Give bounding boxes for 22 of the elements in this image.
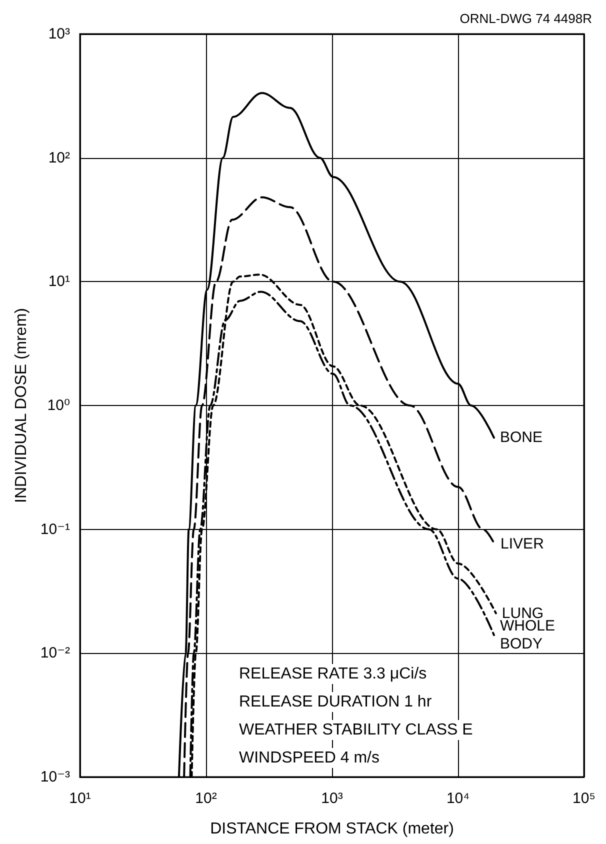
annotation: RELEASE RATE 3.3 μCi/s [239, 666, 427, 682]
y-tick-label: 10² [48, 149, 70, 166]
y-tick-label: 10⁻³ [40, 768, 70, 786]
text: ORNL-DWG 74 4498R [460, 11, 592, 26]
y-tick-label: 10¹ [48, 273, 70, 290]
x-tick-label: 10⁴ [446, 790, 470, 807]
y-tick-label: 10³ [48, 26, 70, 42]
x-axis-title: DISTANCE FROM STACK (meter) [210, 820, 454, 838]
y-tick-label: 10⁻² [40, 644, 70, 662]
series-label: LIVER [500, 536, 544, 553]
annotation: RELEASE DURATION 1 hr [239, 694, 432, 710]
y-tick-label: 10⁻¹ [40, 520, 70, 538]
x-tick-label: 10³ [321, 790, 343, 807]
series-label: BONE [500, 429, 542, 446]
annotation: WINDSPEED 4 m/s [239, 750, 380, 766]
x-tick-label: 10⁵ [572, 790, 596, 807]
x-tick-label: 10² [195, 790, 217, 807]
series-label: WHOLE BODY [500, 618, 560, 653]
x-tick-label: 10¹ [69, 790, 91, 807]
annotation: WEATHER STABILITY CLASS E [239, 722, 473, 738]
y-tick-label: 10⁰ [47, 397, 70, 414]
y-axis-title: INDIVIDUAL DOSE (mrem) [13, 308, 30, 503]
